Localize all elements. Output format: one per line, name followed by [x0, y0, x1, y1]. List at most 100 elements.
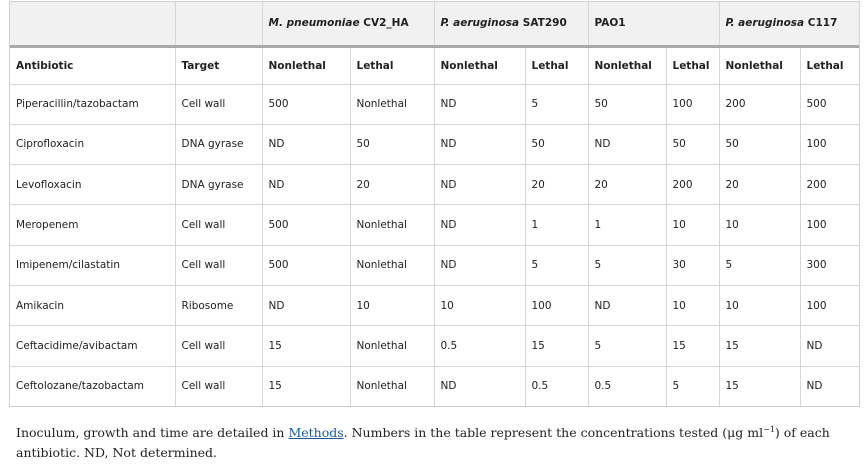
concentration-cell: 15: [525, 325, 589, 367]
results-table-container: M. pneumoniae CV2_HA P. aeruginosa SAT29…: [9, 1, 860, 408]
concentration-cell: 5: [588, 325, 667, 367]
table-row: Meropenem Cell wall 500 Nonlethal ND 1 1 10 10 10…: [10, 204, 860, 246]
concentration-cell: ND: [434, 245, 526, 286]
table-caption: Inoculum, growth and time are detailed i…: [16, 425, 830, 461]
target-cell: Cell wall: [175, 245, 263, 286]
methods-link[interactable]: Methods: [288, 425, 344, 441]
antibiotic-name-cell: Meropenem: [10, 204, 176, 246]
concentration-cell: Nonlethal: [350, 204, 435, 246]
concentration-cell: ND: [800, 325, 860, 367]
target-cell: Cell wall: [175, 84, 263, 125]
concentration-cell: 15: [719, 366, 801, 407]
concentration-cell: Nonlethal: [350, 84, 435, 125]
antibiotic-name-cell: Levofloxacin: [10, 164, 176, 206]
concentration-cell: ND: [434, 366, 526, 407]
concentration-cell: 1: [525, 204, 589, 246]
concentration-cell: ND: [434, 124, 526, 166]
concentration-cell: 10: [434, 285, 526, 327]
antibiotic-concentration-table: M. pneumoniae CV2_HA P. aeruginosa SAT29…: [10, 2, 860, 407]
concentration-cell: 5: [666, 366, 720, 407]
concentration-cell: ND: [588, 124, 667, 166]
concentration-cell: 100: [666, 84, 720, 125]
concentration-cell: 5: [525, 245, 589, 286]
concentration-cell: 100: [800, 285, 860, 327]
column-header: Nonlethal: [588, 46, 667, 85]
concentration-cell: 15: [719, 325, 801, 367]
group-header-blank: [175, 2, 263, 48]
target-cell: Ribosome: [175, 285, 263, 327]
concentration-cell: 15: [666, 325, 720, 367]
column-header: Lethal: [525, 46, 589, 85]
concentration-cell: 30: [666, 245, 720, 286]
table-row: Ciprofloxacin DNA gyrase ND 50 ND 50 ND 50 50 100: [10, 124, 860, 166]
antibiotic-name-cell: Imipenem/cilastatin: [10, 245, 176, 286]
column-header: Nonlethal: [719, 46, 801, 85]
concentration-cell: 0.5: [525, 366, 589, 407]
concentration-cell: 10: [666, 285, 720, 327]
concentration-cell: 200: [666, 164, 720, 206]
concentration-cell: 0.5: [588, 366, 667, 407]
concentration-cell: 50: [666, 124, 720, 166]
target-cell: Cell wall: [175, 366, 263, 407]
concentration-cell: 50: [350, 124, 435, 166]
column-header: Lethal: [800, 46, 860, 85]
concentration-cell: 50: [525, 124, 589, 166]
concentration-cell: 5: [525, 84, 589, 125]
column-header: Lethal: [350, 46, 435, 85]
concentration-cell: 10: [350, 285, 435, 327]
table-row: Imipenem/cilastatin Cell wall 500 Nonlethal…: [10, 245, 860, 286]
table-row: Piperacillin/tazobactam Cell wall 500 Nonle…: [10, 84, 860, 125]
target-cell: Cell wall: [175, 204, 263, 246]
concentration-cell: ND: [806, 380, 823, 393]
target-cell: DNA gyrase: [175, 164, 263, 206]
group-header-blank: [10, 2, 176, 48]
concentration-cell: 200: [719, 84, 801, 125]
concentration-cell: 500: [262, 204, 351, 246]
concentration-cell: 20: [350, 164, 435, 206]
column-header: Nonlethal: [262, 46, 351, 85]
concentration-cell: Nonlethal: [350, 325, 435, 367]
concentration-cell: 100: [800, 124, 860, 166]
concentration-cell: 5: [719, 245, 801, 286]
column-header: Nonlethal: [434, 46, 526, 85]
concentration-cell: 100: [525, 285, 589, 327]
antibiotic-name-cell: Ceftacidime/avibactam: [10, 325, 176, 367]
concentration-cell: 5: [588, 245, 667, 286]
concentration-cell: 20: [525, 164, 589, 206]
concentration-cell: 15: [262, 325, 351, 367]
table-row: Amikacin Ribosome ND 10 10 100 ND 10 10 100: [10, 285, 860, 327]
concentration-cell: 0.5: [434, 325, 526, 367]
concentration-cell: 300: [800, 245, 860, 286]
concentration-cell: 500: [262, 245, 351, 286]
group-header-c117: P. aeruginosa C117: [719, 2, 860, 48]
group-header-pao1: PAO1: [588, 2, 720, 48]
antibiotic-name-cell: Ceftolozane/tazobactam: [10, 366, 176, 407]
concentration-cell: 10: [666, 204, 720, 246]
column-header: Antibiotic: [10, 46, 176, 85]
concentration-cell: 15: [262, 366, 351, 407]
concentration-cell: 100: [800, 204, 860, 246]
concentration-cell: ND: [262, 164, 351, 206]
concentration-cell: 10: [719, 204, 801, 246]
concentration-cell: Nonlethal: [350, 366, 435, 407]
concentration-cell: 20: [719, 164, 801, 206]
concentration-cell: 1: [588, 204, 667, 246]
concentration-cell: 10: [719, 285, 801, 327]
concentration-cell: ND: [434, 84, 526, 125]
column-header: Target: [175, 46, 263, 85]
concentration-cell: 500: [262, 84, 351, 125]
concentration-cell: ND: [262, 124, 351, 166]
antibiotic-name-cell: Piperacillin/tazobactam: [10, 84, 176, 125]
table-row: Levofloxacin DNA gyrase ND 20 ND 20 20 200 20 200: [10, 164, 860, 206]
concentration-cell: 500: [800, 84, 860, 125]
antibiotic-name-cell: Amikacin: [10, 285, 176, 327]
concentration-cell: ND: [262, 285, 351, 327]
concentration-cell: 200: [800, 164, 860, 206]
group-header-m-pneumoniae: M. pneumoniae CV2_HA: [262, 2, 435, 48]
organism-header-row: M. pneumoniae CV2_HA P. aeruginosa SAT29…: [10, 2, 860, 48]
table-row: Ceftolozane/tazobactam Cell wall 15 Nonleth…: [10, 366, 859, 407]
concentration-cell: ND: [434, 164, 526, 206]
target-cell: DNA gyrase: [175, 124, 263, 166]
concentration-cell: ND: [588, 285, 667, 327]
concentration-cell: 20: [588, 164, 667, 206]
